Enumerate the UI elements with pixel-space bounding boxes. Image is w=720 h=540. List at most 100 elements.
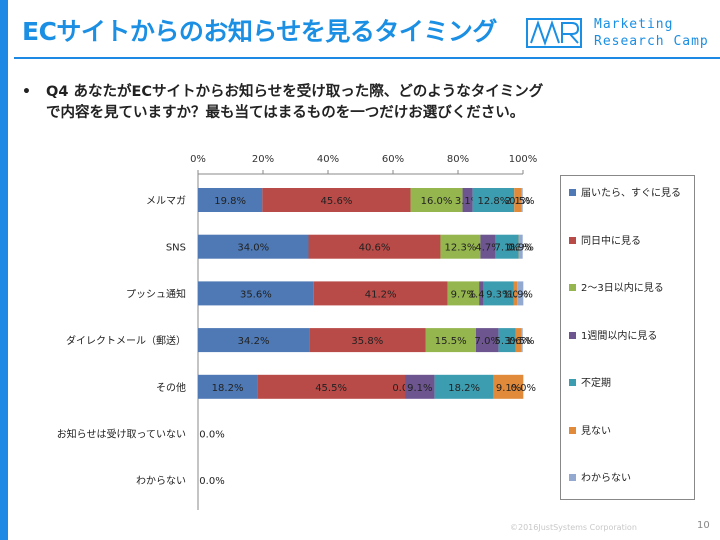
data-label: 0.5% (509, 196, 534, 207)
data-label: 16.0% (421, 196, 453, 207)
data-label: 15.5% (435, 336, 467, 347)
legend-item: わからない (569, 469, 631, 484)
data-label: 0.0% (199, 476, 224, 487)
category-label: お知らせは受け取っていない (57, 428, 186, 441)
category-label: プッシュ通知 (126, 287, 186, 300)
question-line-2: で内容を見ていますか？最も当てはまるものを一つだけお選びください。 (46, 105, 525, 121)
category-label: わからない (136, 475, 186, 487)
bar-segment (257, 374, 406, 399)
category-label: その他 (156, 381, 186, 394)
bar-segment (198, 328, 310, 353)
data-label: 5.3% (495, 336, 520, 347)
accent-stripe (0, 0, 8, 540)
bar-segment (262, 188, 411, 212)
data-label: 2.1% (505, 196, 530, 207)
x-tick-label: 60% (382, 154, 404, 165)
bar-segment (410, 188, 463, 212)
legend-swatch (569, 426, 576, 434)
bar-segment (495, 234, 519, 259)
data-label: 1.4% (469, 289, 494, 300)
bar-segment (517, 281, 524, 306)
slide-title: ECサイトからのお知らせを見るタイミング (22, 17, 497, 46)
x-tick-label: 80% (447, 154, 469, 165)
legend-item: 見ない (569, 422, 611, 437)
bar-segment (472, 188, 515, 212)
bar-segment (480, 234, 496, 259)
legend-label: 見ない (581, 425, 611, 437)
legend-item: 2～3日以内に見る (569, 279, 664, 294)
legend-swatch (569, 284, 576, 291)
bar-segment (483, 281, 514, 306)
logo-text: Marketing Research Camp (594, 16, 709, 50)
data-label: 1.0% (503, 289, 528, 300)
legend-swatch (569, 331, 576, 339)
stacked-bar-chart: 0% 20% 40% 60% 80% 100% メルマガ 19.8% 45.6% 16.0% 3.1… (57, 154, 538, 510)
data-label: 12.8% (478, 196, 510, 207)
legend-swatch (569, 379, 576, 386)
data-label: 0.0% (511, 383, 536, 394)
bar-segment (521, 188, 523, 212)
data-label: 4.7% (475, 243, 500, 254)
data-label: 41.2% (365, 289, 397, 300)
bar-segment (198, 188, 263, 212)
legend-item: 同日中に見る (569, 232, 641, 247)
bar-segment (519, 234, 523, 259)
question-line-1: Q4 あなたがECサイトからお知らせを受け取った際、どのようなタイミング (46, 84, 544, 100)
x-tick-label: 20% (252, 154, 274, 165)
bar-segment (434, 374, 494, 399)
data-label: 9.1% (407, 383, 432, 394)
data-label: 34.0% (237, 243, 269, 254)
x-tick-label: 0% (190, 154, 206, 165)
data-label: 0.5% (509, 336, 534, 347)
logo-line-2: Research Camp (594, 34, 709, 49)
bar-segment (518, 234, 520, 259)
bar-segment (493, 374, 524, 399)
data-label: 1.9% (508, 289, 533, 300)
logo-line-1: Marketing (594, 17, 674, 32)
legend-item: 不定期 (569, 374, 611, 389)
title-divider (14, 57, 720, 59)
bar-segment (309, 328, 426, 353)
bar-segment (308, 234, 441, 259)
data-label: 18.2% (448, 383, 480, 394)
data-label: 0.3% (507, 243, 532, 254)
bullet-marker: • (22, 84, 31, 100)
legend-label: わからない (581, 473, 631, 484)
bar-segment (447, 281, 480, 306)
legend-swatch (569, 474, 576, 481)
data-label: 45.5% (315, 383, 347, 394)
category-label: SNS (166, 243, 186, 254)
x-tick-label: 40% (317, 154, 339, 165)
data-label: 18.2% (212, 383, 244, 394)
data-label: 0.9% (509, 243, 534, 254)
x-tick-label: 100% (509, 154, 538, 165)
data-label: 40.6% (359, 243, 391, 254)
data-label: 9.7% (451, 289, 476, 300)
bar-segment (198, 234, 309, 259)
copyright-text: ©2016JustSystems Corporation (510, 523, 637, 532)
brand-logo: Marketing Research Camp (520, 14, 716, 54)
data-label: 7.1% (495, 243, 520, 254)
data-label: 0.0% (199, 430, 224, 441)
bar-segment (313, 281, 448, 306)
legend-swatch (569, 236, 576, 244)
data-label: 1.6% (506, 336, 531, 347)
bar-segment (475, 328, 499, 353)
bar-segment (514, 188, 522, 212)
mr-logo-icon (526, 18, 582, 48)
page-number: 10 (697, 520, 710, 531)
legend-label: 届いたら、すぐに見る (581, 188, 681, 199)
data-label: 35.6% (240, 289, 272, 300)
bar-segment (479, 281, 484, 306)
category-label: メルマガ (146, 195, 186, 207)
bar-segment (498, 328, 516, 353)
legend-label: 不定期 (581, 378, 611, 389)
bar-segment (405, 374, 435, 399)
category-label: ダイレクトメール（郵送） (66, 334, 186, 347)
data-label: 34.2% (238, 336, 270, 347)
data-label: 35.8% (351, 336, 383, 347)
bar-segment (513, 281, 518, 306)
data-label: 7.0% (475, 336, 500, 347)
survey-question: Q4 あなたがECサイトからお知らせを受け取った際、どのようなタイミング で内容… (46, 82, 686, 124)
bar-segment (198, 374, 258, 399)
